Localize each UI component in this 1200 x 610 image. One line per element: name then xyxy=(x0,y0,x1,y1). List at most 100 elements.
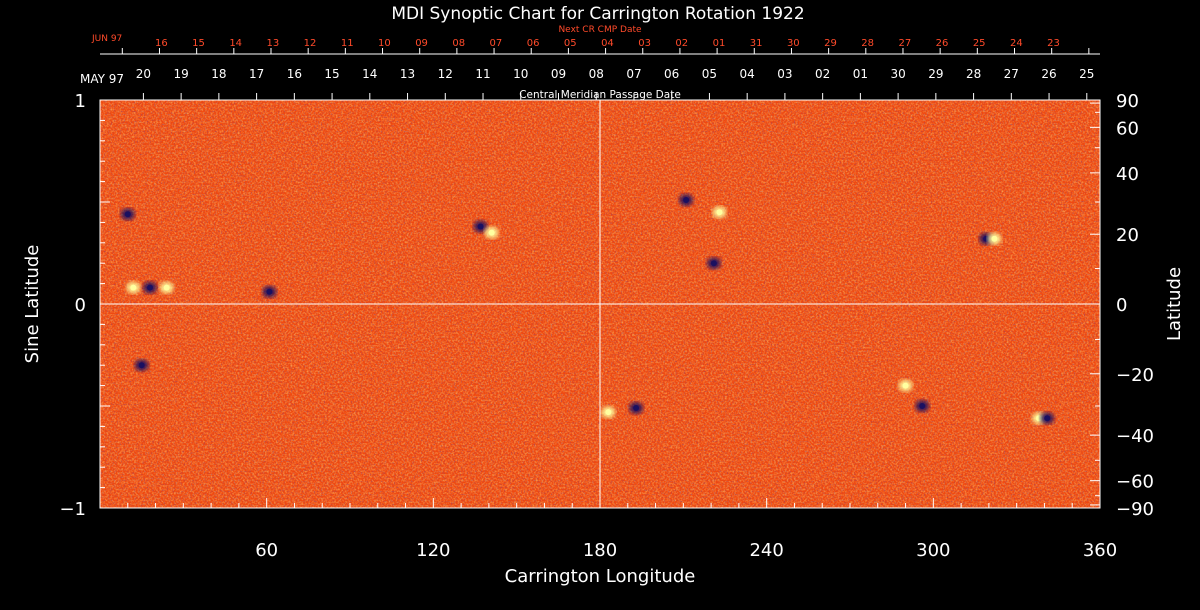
next-cr-date-label: 23 xyxy=(1047,38,1060,49)
cmp-date-label: 11 xyxy=(475,67,490,81)
next-cr-date-label: 13 xyxy=(266,38,279,49)
next-cr-date-label: 14 xyxy=(229,38,242,49)
active-region-core xyxy=(124,211,131,218)
active-region-core xyxy=(716,209,723,216)
active-region-core xyxy=(130,284,137,291)
active-region-core xyxy=(919,403,926,409)
active-region-core xyxy=(138,362,145,369)
cmp-axis-label: Central Meridian Passage Date xyxy=(519,89,681,101)
next-cr-date-label: 28 xyxy=(861,38,874,49)
latitude-axis: 90 60 40 20 0 −20 −40 −60 −90 xyxy=(1090,91,1154,520)
next-cr-date-label: 07 xyxy=(490,38,503,49)
cmp-date-label: 06 xyxy=(664,67,679,81)
cmp-date-label: 17 xyxy=(249,67,264,81)
y-tick-label-right: −60 xyxy=(1116,472,1154,493)
cmp-date-label: 26 xyxy=(1041,67,1056,81)
next-cr-date-label: 10 xyxy=(378,38,391,49)
next-cr-date-label: 04 xyxy=(601,38,614,49)
cmp-date-label: 12 xyxy=(438,67,453,81)
active-region-core xyxy=(991,235,998,242)
cmp-date-label: 09 xyxy=(551,67,566,81)
active-region-core xyxy=(1035,415,1042,422)
active-region-core xyxy=(902,382,909,389)
next-cr-date-label: 02 xyxy=(675,38,688,49)
active-regions xyxy=(120,193,1055,425)
active-region-core xyxy=(266,288,273,295)
cmp-date-label: 29 xyxy=(928,67,943,81)
cmp-date-label: 13 xyxy=(400,67,415,81)
chart-title: MDI Synoptic Chart for Carrington Rotati… xyxy=(391,4,804,24)
active-region-core xyxy=(163,284,170,291)
next-cr-month-label: JUN 97 xyxy=(91,34,122,44)
y-tick-label-right: 40 xyxy=(1116,164,1139,185)
next-cr-date-label: 30 xyxy=(787,38,800,49)
next-cr-date-label: 31 xyxy=(750,38,763,49)
next-cr-axis: 16 15 14 13 12 11 10 09 08 07 06 05 04 03 02 01 31 30 29 28… xyxy=(121,38,1090,54)
next-cr-date-label: 06 xyxy=(527,38,540,49)
y-tick-label-right: 0 xyxy=(1116,295,1127,316)
cmp-date-label: 01 xyxy=(853,67,868,81)
y-tick-label-right: −40 xyxy=(1116,426,1154,447)
x-tick-label: 60 xyxy=(255,540,278,561)
active-region-core xyxy=(683,196,690,203)
cmp-date-label: 10 xyxy=(513,67,528,81)
active-region-core xyxy=(488,229,495,236)
active-region-core xyxy=(710,260,717,267)
x-tick-label: 120 xyxy=(416,540,450,561)
next-cr-date-label: 27 xyxy=(898,38,911,49)
active-region-core xyxy=(605,409,612,416)
y-tick-label-right: 20 xyxy=(1116,225,1139,246)
x-tick-label: 180 xyxy=(583,540,617,561)
next-cr-date-label: 16 xyxy=(155,38,168,49)
cmp-date-label: 16 xyxy=(287,67,302,81)
y-tick-label-left: 1 xyxy=(75,91,86,112)
y-tick-label-left: −1 xyxy=(59,499,86,520)
y-tick-label-right: −20 xyxy=(1116,365,1154,386)
y-tick-label-left: 0 xyxy=(75,295,86,316)
x-tick-label: 300 xyxy=(916,540,950,561)
x-tick-label: 360 xyxy=(1083,540,1117,561)
cmp-date-label: 05 xyxy=(702,67,717,81)
cmp-date-label: 19 xyxy=(173,67,188,81)
cmp-date-label: 18 xyxy=(211,67,226,81)
y-axis-title-right: Latitude xyxy=(1164,267,1185,341)
next-cr-date-label: 08 xyxy=(452,38,465,49)
x-axis-title: Carrington Longitude xyxy=(505,566,696,587)
next-cr-date-label: 05 xyxy=(564,38,577,49)
active-region-core xyxy=(633,405,640,412)
next-cr-axis-label: Next CR CMP Date xyxy=(558,25,642,35)
y-axis-title-left: Sine Latitude xyxy=(22,245,43,364)
next-cr-date-label: 25 xyxy=(973,38,986,49)
cmp-date-label: 28 xyxy=(966,67,981,81)
cmp-date-label: 27 xyxy=(1004,67,1019,81)
next-cr-date-label: 01 xyxy=(713,38,726,49)
cmp-date-label: 08 xyxy=(589,67,604,81)
cmp-date-label: 25 xyxy=(1079,67,1094,81)
next-cr-date-label: 03 xyxy=(638,38,651,49)
cmp-date-label: 14 xyxy=(362,67,377,81)
active-region-core xyxy=(477,223,484,230)
active-region-core xyxy=(147,284,153,291)
longitude-axis: 60 120 180 240 300 360 xyxy=(127,498,1117,561)
next-cr-date-label: 15 xyxy=(192,38,205,49)
active-region-core xyxy=(1044,415,1051,422)
y-tick-label-right: −90 xyxy=(1116,499,1154,520)
next-cr-date-label: 24 xyxy=(1010,38,1023,49)
next-cr-date-label: 26 xyxy=(936,38,949,49)
cmp-date-label: 07 xyxy=(626,67,641,81)
cmp-date-label: 30 xyxy=(890,67,905,81)
cmp-month-label: MAY 97 xyxy=(80,72,124,86)
next-cr-date-label: 09 xyxy=(415,38,428,49)
y-tick-label-right: 60 xyxy=(1116,118,1139,139)
cmp-date-label: 02 xyxy=(815,67,830,81)
next-cr-date-label: 29 xyxy=(824,38,837,49)
sine-latitude-axis: 1 0 −1 xyxy=(59,91,110,520)
cmp-date-label: 20 xyxy=(136,67,151,81)
cmp-date-label: 04 xyxy=(740,67,755,81)
active-region-core xyxy=(983,235,990,242)
cmp-date-label: 15 xyxy=(324,67,339,81)
y-tick-label-right: 90 xyxy=(1116,91,1139,112)
next-cr-date-label: 11 xyxy=(341,38,354,49)
x-tick-label: 240 xyxy=(749,540,783,561)
